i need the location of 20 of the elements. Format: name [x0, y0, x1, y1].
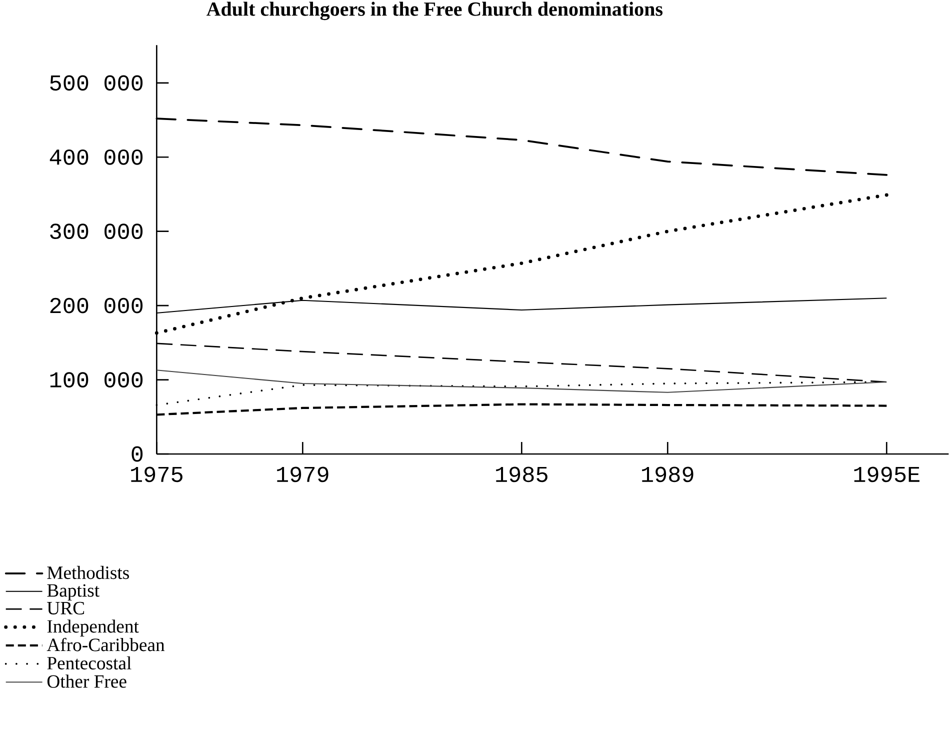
- x-tick-label: 1979: [277, 466, 328, 482]
- line-series: [156, 370, 888, 393]
- x-tick-label: 1995E: [854, 466, 920, 482]
- legend-label: Baptist: [47, 584, 100, 601]
- y-tick-label: 100 000: [50, 372, 143, 388]
- y-tick-label: 400 000: [50, 149, 143, 165]
- x-tick-label: 1985: [496, 466, 548, 482]
- x-tick-label: 1989: [642, 466, 694, 482]
- x-tick-label: 1975: [131, 466, 182, 482]
- y-tick-label: 0: [132, 446, 143, 462]
- legend-label: Other Free: [47, 674, 126, 688]
- chart-title: Adult churchgoers in the Free Church denominations: [206, 2, 663, 20]
- legend-label: Methodists: [47, 566, 129, 580]
- legend-label: URC: [47, 602, 84, 614]
- y-tick-label: 200 000: [50, 298, 143, 314]
- legend-label: Afro-Caribbean: [46, 638, 165, 652]
- legend-label: Pentecostal: [47, 656, 132, 670]
- y-tick-label: 500 000: [50, 75, 143, 91]
- y-tick-label: 300 000: [50, 224, 143, 240]
- legend-label: Independent: [47, 620, 139, 637]
